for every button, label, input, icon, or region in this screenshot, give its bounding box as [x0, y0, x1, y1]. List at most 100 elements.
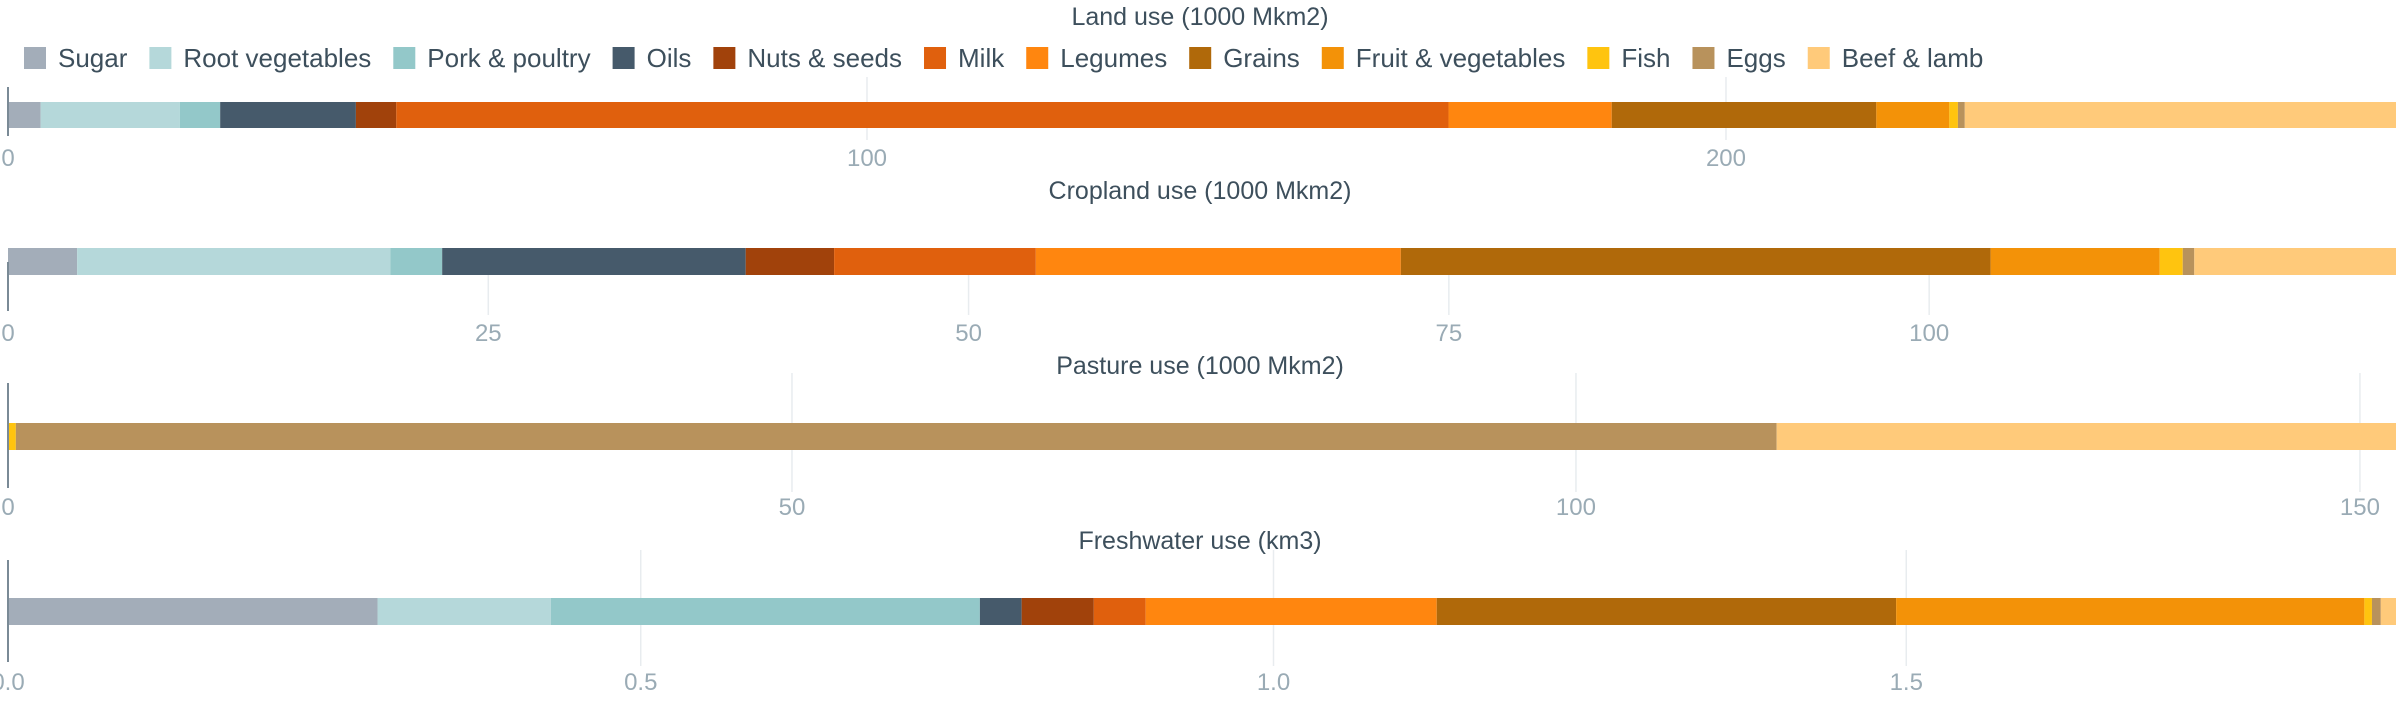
- legend-swatch: [1692, 47, 1715, 69]
- tick-label: 150: [2340, 494, 2380, 521]
- chart-panel-land-use-1000-mkm2: Land use (1000 Mkm2) 0 100 200: [1, 3, 2396, 172]
- bar-segment-nuts-and-seeds[interactable]: [745, 248, 835, 275]
- bar-segment-nuts-and-seeds[interactable]: [1021, 598, 1094, 625]
- bar-segment-fruit-and-vegetables[interactable]: [1896, 598, 2365, 625]
- legend-item-milk[interactable]: Milk: [924, 43, 1005, 73]
- bar-segment-milk[interactable]: [1093, 598, 1146, 625]
- chart-panel-cropland-use-1000-mkm2: Cropland use (1000 Mkm2) 0 25 50 75 100: [1, 177, 2396, 347]
- bar-segment-eggs[interactable]: [15, 423, 1777, 450]
- bar-segment-fruit-and-vegetables[interactable]: [1876, 102, 1950, 128]
- bar-segment-beef-and-lamb[interactable]: [1964, 102, 2396, 128]
- legend-swatch: [1321, 47, 1344, 69]
- tick-label: 100: [1909, 320, 1949, 347]
- legend-label: Fish: [1621, 43, 1670, 73]
- legend-swatch: [924, 47, 947, 69]
- legend-item-sugar[interactable]: Sugar: [24, 43, 128, 73]
- tick-label: 50: [779, 494, 806, 521]
- tick-label: 0: [1, 320, 14, 347]
- panels: Land use (1000 Mkm2) 0 100 200 Cropland use …: [0, 3, 2396, 696]
- tick-label: 100: [1556, 494, 1596, 521]
- legend-swatch: [393, 47, 416, 69]
- bar-segment-milk[interactable]: [396, 102, 1449, 128]
- legend-item-legumes[interactable]: Legumes: [1026, 43, 1167, 73]
- legend-label: Pork & poultry: [427, 43, 590, 73]
- tick-label: 50: [955, 320, 982, 347]
- bar-segment-legumes[interactable]: [1448, 102, 1612, 128]
- legend-swatch: [24, 47, 46, 69]
- bar-segment-beef-and-lamb[interactable]: [2194, 248, 2396, 275]
- tick-label: 75: [1436, 320, 1463, 347]
- legend-item-pork-and-poultry[interactable]: Pork & poultry: [393, 43, 591, 73]
- legend-item-grains[interactable]: Grains: [1189, 43, 1300, 73]
- legend-swatch: [1807, 47, 1830, 69]
- bar-segment-oils[interactable]: [442, 248, 746, 275]
- bar-segment-sugar[interactable]: [8, 598, 378, 625]
- legend-item-oils[interactable]: Oils: [612, 43, 692, 73]
- legend-label: Eggs: [1726, 43, 1785, 73]
- bar-segment-sugar[interactable]: [8, 248, 78, 275]
- bar-segment-legumes[interactable]: [1035, 248, 1401, 275]
- panel-title: Cropland use (1000 Mkm2): [1049, 177, 1352, 205]
- bar-segment-oils[interactable]: [979, 598, 1022, 625]
- legend-item-fish[interactable]: Fish: [1587, 43, 1670, 73]
- tick-label: 0: [1, 145, 14, 172]
- tick-label: 1.5: [1890, 669, 1923, 696]
- bar-segment-root-vegetables[interactable]: [77, 248, 391, 275]
- legend-label: Beef & lamb: [1842, 43, 1984, 73]
- panel-title: Pasture use (1000 Mkm2): [1056, 352, 1344, 380]
- legend-label: Nuts & seeds: [747, 43, 902, 73]
- tick-label: 100: [847, 145, 887, 172]
- tick-label: 1.0: [1257, 669, 1290, 696]
- legend-label: Grains: [1223, 43, 1300, 73]
- bar-segment-pork-and-poultry[interactable]: [179, 102, 221, 128]
- tick-label: 0.5: [624, 669, 657, 696]
- bar-segment-pork-and-poultry[interactable]: [390, 248, 443, 275]
- legend-label: Sugar: [58, 43, 128, 73]
- panel-title: Land use (1000 Mkm2): [1071, 3, 1328, 31]
- chart-panel-freshwater-use-km3: Freshwater use (km3) 0.0 0.5 1.0 1.5: [0, 527, 2396, 696]
- bar-segment-oils[interactable]: [220, 102, 356, 128]
- bar-segment-grains[interactable]: [1611, 102, 1877, 128]
- legend-item-fruit-and-vegetables[interactable]: Fruit & vegetables: [1321, 43, 1566, 73]
- bar-segment-beef-and-lamb[interactable]: [1776, 423, 2396, 450]
- legend-label: Milk: [958, 43, 1005, 73]
- bar-segment-milk[interactable]: [834, 248, 1036, 275]
- tick-label: 0: [1, 494, 14, 521]
- bar-segment-fish[interactable]: [8, 423, 16, 450]
- bar-segment-legumes[interactable]: [1145, 598, 1437, 625]
- bar-segment-grains[interactable]: [1400, 248, 1991, 275]
- bar-segment-eggs[interactable]: [2371, 598, 2381, 625]
- tick-label: 25: [475, 320, 502, 347]
- tick-label: 200: [1706, 145, 1746, 172]
- bar-segment-root-vegetables[interactable]: [40, 102, 180, 128]
- legend: Sugar Root vegetables Pork & poultry Oils Nu…: [24, 43, 1983, 73]
- bar-segment-fish[interactable]: [2159, 248, 2183, 275]
- bar-segment-root-vegetables[interactable]: [377, 598, 551, 625]
- bar-segment-eggs[interactable]: [1957, 102, 1965, 128]
- bar-segment-grains[interactable]: [1436, 598, 1897, 625]
- legend-item-nuts-and-seeds[interactable]: Nuts & seeds: [713, 43, 902, 73]
- legend-swatch: [1026, 47, 1049, 69]
- legend-item-beef-and-lamb[interactable]: Beef & lamb: [1807, 43, 1984, 73]
- legend-label: Legumes: [1060, 43, 1167, 73]
- bar-segment-fish[interactable]: [2364, 598, 2372, 625]
- legend-item-eggs[interactable]: Eggs: [1692, 43, 1786, 73]
- bar-segment-eggs[interactable]: [2182, 248, 2195, 275]
- bar-segment-fruit-and-vegetables[interactable]: [1990, 248, 2160, 275]
- bar-segment-fish[interactable]: [1949, 102, 1958, 128]
- legend-label: Fruit & vegetables: [1356, 43, 1566, 73]
- legend-swatch: [1189, 47, 1212, 69]
- bar-segment-sugar[interactable]: [8, 102, 41, 128]
- chart-panel-pasture-use-1000-mkm2: Pasture use (1000 Mkm2) 0 50 100 150: [1, 352, 2396, 521]
- legend-item-root-vegetables[interactable]: Root vegetables: [149, 43, 371, 73]
- bar-segment-pork-and-poultry[interactable]: [550, 598, 980, 625]
- legend-swatch: [713, 47, 736, 69]
- bar-segment-beef-and-lamb[interactable]: [2380, 598, 2396, 625]
- legend-swatch: [612, 47, 635, 69]
- legend-swatch: [149, 47, 172, 69]
- legend-label: Oils: [647, 43, 692, 73]
- panel-title: Freshwater use (km3): [1078, 527, 1321, 555]
- bar-segment-nuts-and-seeds[interactable]: [355, 102, 397, 128]
